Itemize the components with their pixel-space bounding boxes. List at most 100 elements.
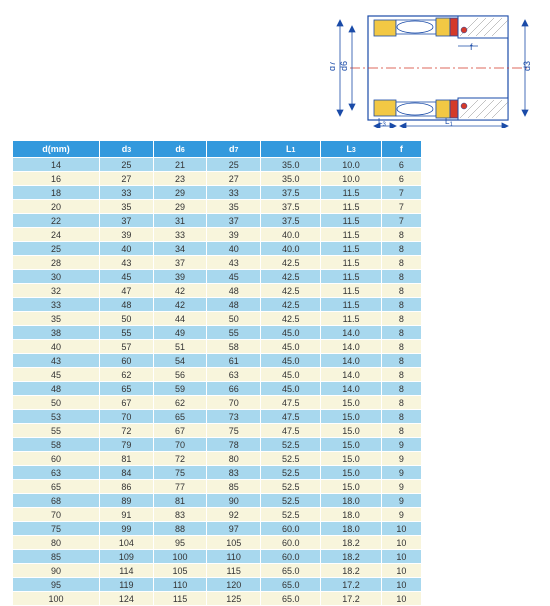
table-cell: 92 xyxy=(207,508,261,522)
table-cell: 51 xyxy=(153,340,207,354)
table-cell: 14.0 xyxy=(321,326,381,340)
col-header: L1 xyxy=(261,141,321,158)
table-cell: 37.5 xyxy=(261,186,321,200)
table-row: 6081728052.515.09 xyxy=(13,452,422,466)
dim-d3: d3 xyxy=(522,61,532,71)
table-row: 5370657347.515.08 xyxy=(13,410,422,424)
table-row: 6889819052.518.09 xyxy=(13,494,422,508)
table-cell: 9 xyxy=(381,480,421,494)
table-cell: 45.0 xyxy=(261,382,321,396)
table-cell: 62 xyxy=(100,368,154,382)
table-cell: 14 xyxy=(13,158,100,172)
table-cell: 22 xyxy=(13,214,100,228)
table-cell: 65 xyxy=(13,480,100,494)
table-cell: 17.2 xyxy=(321,592,381,606)
table-cell: 52.5 xyxy=(261,452,321,466)
table-row: 2540344040.011.58 xyxy=(13,242,422,256)
table-cell: 42.5 xyxy=(261,298,321,312)
table-cell: 42.5 xyxy=(261,312,321,326)
table-cell: 100 xyxy=(153,550,207,564)
table-cell: 33 xyxy=(153,228,207,242)
table-cell: 81 xyxy=(153,494,207,508)
table-cell: 8 xyxy=(381,298,421,312)
table-cell: 8 xyxy=(381,354,421,368)
table-cell: 9 xyxy=(381,452,421,466)
table-row: 3045394542.511.58 xyxy=(13,270,422,284)
table-cell: 52.5 xyxy=(261,466,321,480)
table-cell: 8 xyxy=(381,424,421,438)
table-cell: 52.5 xyxy=(261,494,321,508)
table-cell: 63 xyxy=(13,466,100,480)
table-cell: 119 xyxy=(100,578,154,592)
table-cell: 8 xyxy=(381,228,421,242)
table-cell: 89 xyxy=(100,494,154,508)
table-cell: 52.5 xyxy=(261,438,321,452)
table-cell: 30 xyxy=(13,270,100,284)
table-cell: 29 xyxy=(153,186,207,200)
table-cell: 9 xyxy=(381,494,421,508)
table-row: 3348424842.511.58 xyxy=(13,298,422,312)
table-cell: 50 xyxy=(100,312,154,326)
table-row: 3855495545.014.08 xyxy=(13,326,422,340)
table-cell: 66 xyxy=(207,382,261,396)
table-cell: 62 xyxy=(153,396,207,410)
table-row: 9511911012065.017.210 xyxy=(13,578,422,592)
table-cell: 14.0 xyxy=(321,340,381,354)
table-cell: 65 xyxy=(153,410,207,424)
table-row: 5067627047.515.08 xyxy=(13,396,422,410)
table-row: 3550445042.511.58 xyxy=(13,312,422,326)
table-cell: 32 xyxy=(13,284,100,298)
table-cell: 84 xyxy=(100,466,154,480)
table-cell: 11.5 xyxy=(321,186,381,200)
table-cell: 85 xyxy=(207,480,261,494)
table-cell: 25 xyxy=(100,158,154,172)
table-cell: 60.0 xyxy=(261,550,321,564)
table-cell: 10.0 xyxy=(321,172,381,186)
table-cell: 90 xyxy=(13,564,100,578)
table-cell: 43 xyxy=(13,354,100,368)
table-cell: 18.2 xyxy=(321,550,381,564)
table-cell: 18.0 xyxy=(321,494,381,508)
table-cell: 48 xyxy=(100,298,154,312)
table-cell: 109 xyxy=(100,550,154,564)
table-cell: 88 xyxy=(153,522,207,536)
table-row: 7091839252.518.09 xyxy=(13,508,422,522)
table-cell: 40.0 xyxy=(261,242,321,256)
table-cell: 28 xyxy=(13,256,100,270)
table-row: 4562566345.014.08 xyxy=(13,368,422,382)
table-cell: 8 xyxy=(381,242,421,256)
table-row: 2439333940.011.58 xyxy=(13,228,422,242)
table-cell: 83 xyxy=(153,508,207,522)
table-cell: 90 xyxy=(207,494,261,508)
table-cell: 11.5 xyxy=(321,298,381,312)
table-cell: 34 xyxy=(153,242,207,256)
table-cell: 120 xyxy=(207,578,261,592)
table-cell: 77 xyxy=(153,480,207,494)
table-cell: 39 xyxy=(153,270,207,284)
table-cell: 91 xyxy=(100,508,154,522)
table-cell: 15.0 xyxy=(321,410,381,424)
table-cell: 110 xyxy=(153,578,207,592)
table-cell: 42 xyxy=(153,298,207,312)
table-cell: 9 xyxy=(381,438,421,452)
table-row: 3247424842.511.58 xyxy=(13,284,422,298)
table-cell: 105 xyxy=(153,564,207,578)
table-cell: 68 xyxy=(13,494,100,508)
table-cell: 40 xyxy=(13,340,100,354)
col-header: d7 xyxy=(207,141,261,158)
table-row: 5572677547.515.08 xyxy=(13,424,422,438)
table-cell: 115 xyxy=(207,564,261,578)
col-header: d3 xyxy=(100,141,154,158)
table-cell: 11.5 xyxy=(321,214,381,228)
table-cell: 8 xyxy=(381,326,421,340)
table-cell: 67 xyxy=(153,424,207,438)
table-cell: 60.0 xyxy=(261,536,321,550)
dim-d6: d6 xyxy=(339,61,349,71)
dimensions-table-wrap: d(mm)d3d6d7L1L3f 1425212535.010.06162723… xyxy=(12,140,422,606)
table-cell: 40 xyxy=(207,242,261,256)
table-cell: 55 xyxy=(207,326,261,340)
table-cell: 8 xyxy=(381,256,421,270)
table-cell: 49 xyxy=(153,326,207,340)
table-cell: 8 xyxy=(381,396,421,410)
seal-cross-section-diagram: d7 d6 d3 f L3 L1 xyxy=(330,8,535,128)
